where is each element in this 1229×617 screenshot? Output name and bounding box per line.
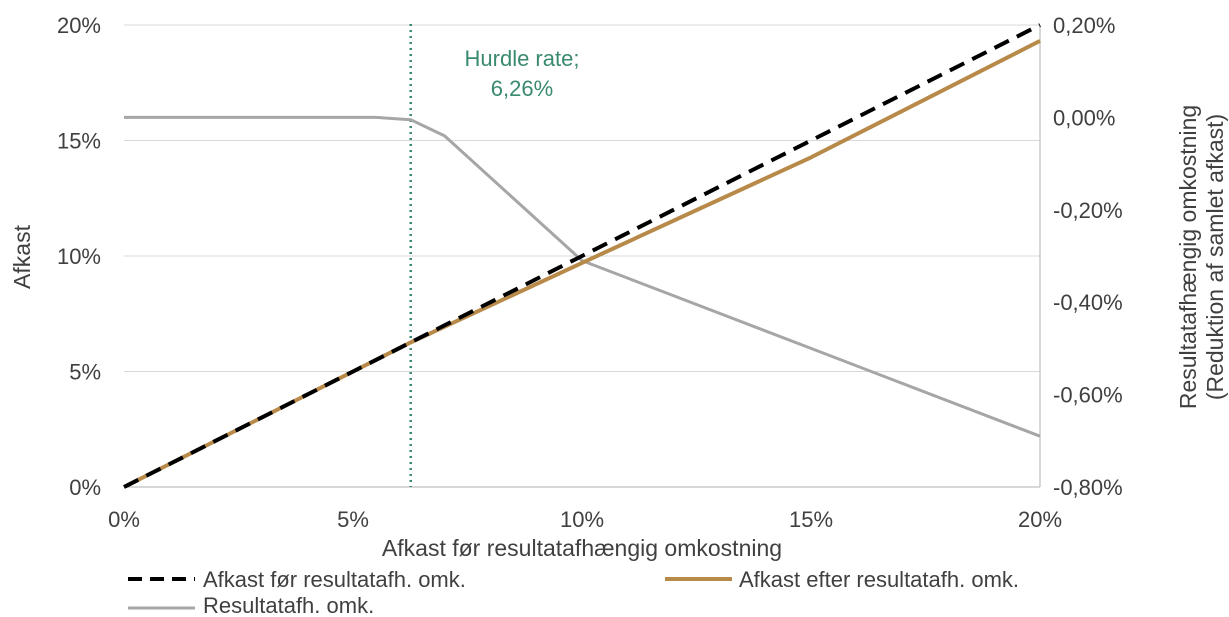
y-left-tick-label: 15% <box>57 129 101 154</box>
hurdle-rate-label-line2: 6,26% <box>491 76 553 101</box>
y-left-tick-label: 20% <box>57 13 101 38</box>
legend-label-fee: Resultatafh. omk. <box>203 593 374 617</box>
y-left-tick-labels: 0% 5% 10% 15% 20% <box>57 13 101 500</box>
y-left-tick-label: 5% <box>69 360 101 385</box>
y-right-tick-label: -0,60% <box>1053 383 1123 408</box>
hurdle-rate-label-line1: Hurdle rate; <box>465 46 580 71</box>
y-right-axis-title-line2: (Reduktion af samlet afkast) <box>1202 114 1228 400</box>
x-tick-label: 5% <box>337 507 369 532</box>
series-line-1 <box>123 39 1041 489</box>
x-tick-labels: 0% 5% 10% 15% 20% <box>108 507 1062 532</box>
y-right-tick-labels: -0,80% -0,60% -0,40% -0,20% 0,00% 0,20% <box>1053 13 1123 500</box>
y-right-tick-label: 0,00% <box>1053 105 1115 130</box>
y-left-axis-title: Afkast <box>9 224 35 289</box>
legend: Afkast før resultatafh. omk. Afkast efte… <box>128 567 1019 617</box>
y-right-tick-label: 0,20% <box>1053 13 1115 38</box>
y-right-tick-label: -0,80% <box>1053 475 1123 500</box>
legend-label-before: Afkast før resultatafh. omk. <box>203 567 466 592</box>
legend-label-after: Afkast efter resultatafh. omk. <box>739 567 1019 592</box>
y-left-tick-label: 10% <box>57 244 101 269</box>
x-tick-label: 10% <box>560 507 604 532</box>
x-tick-label: 20% <box>1018 507 1062 532</box>
x-tick-label: 15% <box>789 507 833 532</box>
axes <box>124 25 1041 488</box>
y-left-tick-label: 0% <box>69 475 101 500</box>
x-axis-title: Afkast før resultatafhængig omkostning <box>382 535 782 561</box>
series-line-0 <box>123 23 1041 489</box>
y-right-tick-label: -0,20% <box>1053 198 1123 223</box>
y-right-axis-title-line1: Resultatafhængig omkostning <box>1175 105 1201 409</box>
y-right-tick-label: -0,40% <box>1053 290 1123 315</box>
x-tick-label: 0% <box>108 507 140 532</box>
series-lines <box>123 23 1041 489</box>
series-line-2 <box>124 115 1041 438</box>
